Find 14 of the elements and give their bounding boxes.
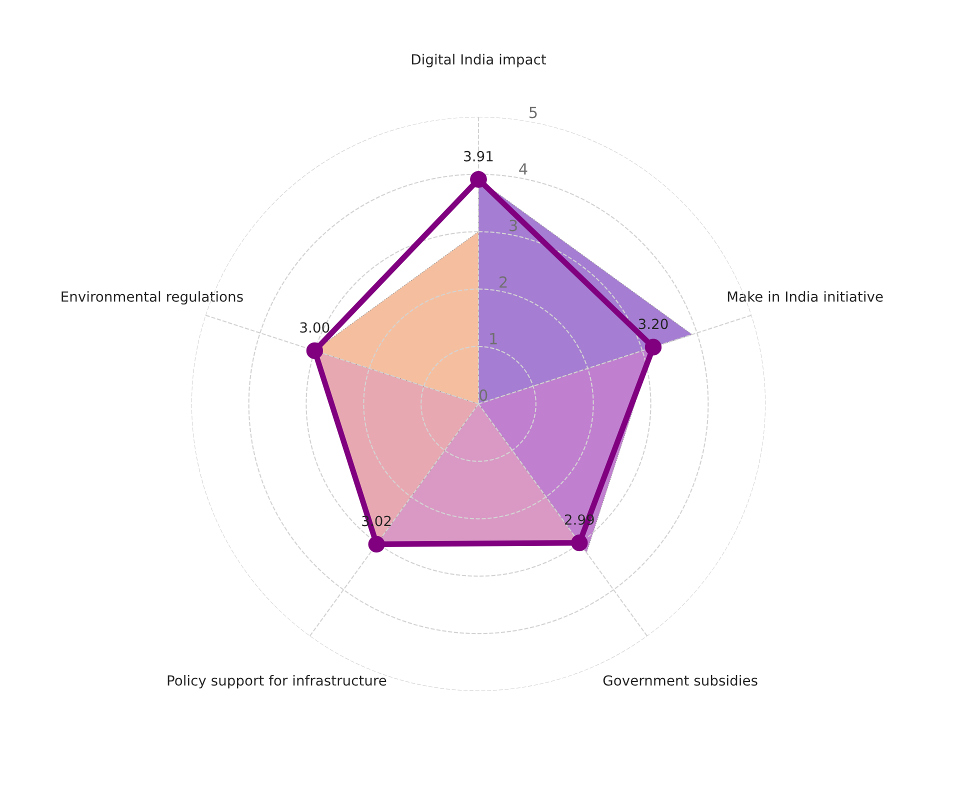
data-label: 3.00 xyxy=(300,322,330,333)
y-tick-label: 0 xyxy=(480,389,488,401)
spoke-label: Government subsidies xyxy=(603,674,758,686)
y-tick-label: 4 xyxy=(519,163,528,175)
y-tick-label: 1 xyxy=(490,333,497,344)
data-label: 3.91 xyxy=(464,150,493,162)
data-label: 3.20 xyxy=(638,318,668,330)
spoke-label: Policy support for infrastructure xyxy=(168,674,386,688)
y-tick-label: 2 xyxy=(500,276,507,288)
spoke-label: Digital India impact xyxy=(412,54,546,68)
y-tick-label: 3 xyxy=(510,220,517,232)
spoke-label: Make in India initiative xyxy=(728,291,883,302)
y-tick-label: 5 xyxy=(530,106,537,118)
spoke-label: Environmental regulations xyxy=(62,291,243,305)
